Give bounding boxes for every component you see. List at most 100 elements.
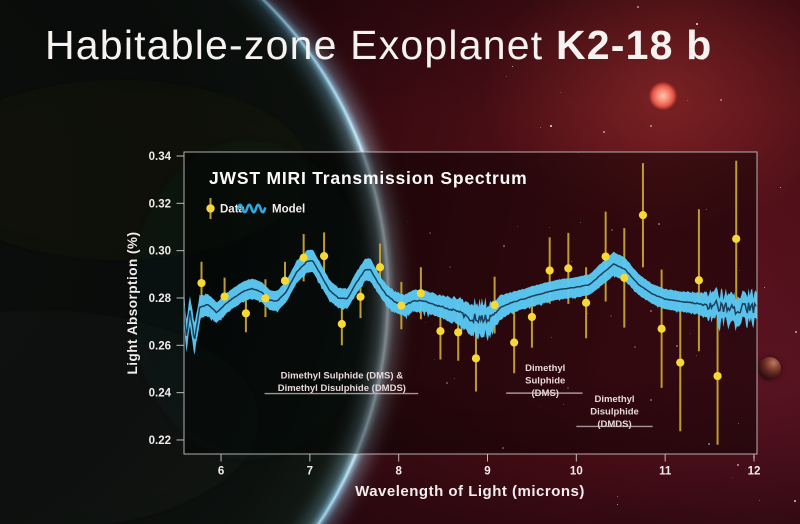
star [551,492,552,493]
annotation-text: Dimethyl Sulphide (DMS) & [281,370,404,381]
x-axis-title: Wavelength of Light (microns) [355,483,585,500]
x-tick-label: 9 [484,466,490,478]
x-tick-label: 7 [307,466,313,478]
star [610,315,612,317]
star [434,359,435,360]
data-point [657,324,666,333]
star [658,223,660,225]
star [708,443,710,445]
y-tick-label: 0.30 [149,246,171,258]
star [637,6,639,8]
star [617,504,618,505]
data-point [601,252,610,261]
data-point [416,289,425,298]
data-point [337,319,346,329]
star [502,447,504,449]
star [503,245,505,247]
star [650,310,652,312]
legend: Data Model [206,198,305,219]
star [551,337,552,338]
star [720,99,722,101]
page-title: Habitable-zone Exoplanet K2-18 b [45,22,785,69]
data-point [319,251,329,261]
data-point [375,263,385,272]
page-title-regular: Habitable-zone Exoplanet [45,22,544,68]
chart-title: JWST MIRI Transmission Spectrum [209,168,527,188]
small-planet-icon [758,357,781,380]
star [603,131,605,133]
star [738,423,739,424]
data-point [638,211,648,220]
data-point [220,292,229,301]
star [580,222,581,223]
model-band [184,249,757,355]
star [563,404,564,405]
star [454,378,455,379]
x-tick-label: 10 [570,466,583,478]
star [650,399,652,401]
annotation-text: (DMDS) [597,419,631,430]
data-point [454,328,463,337]
data-point [197,278,206,288]
red-dwarf-star-icon [649,82,677,110]
data-point [436,327,445,336]
star [429,232,431,234]
star [696,355,697,356]
data-point [261,294,270,303]
star [639,55,641,57]
y-axis-title: Light Absorption (%) [125,232,140,375]
legend-data-point-icon [206,204,215,213]
star [446,382,448,384]
page-title-bold: K2-18 b [555,22,713,68]
star [540,127,541,128]
y-tick-label: 0.26 [149,340,171,352]
data-point [527,312,537,322]
star [407,221,408,222]
star [794,500,796,502]
x-tick-label: 6 [218,466,224,478]
data-point [510,338,519,347]
star [441,492,442,493]
star [764,287,765,288]
data-point [471,354,481,363]
data-point [356,292,365,301]
star [506,76,507,77]
star [447,184,448,185]
star [517,226,518,227]
star [587,313,588,314]
y-tick-label: 0.24 [149,388,172,400]
data-point [620,273,629,282]
axis-ticks: 0.34 0.32 0.30 0.28 0.26 0.24 0.22 6 7 8 9 10 11 12 [149,151,761,478]
data-point [676,358,685,367]
data-point [490,300,499,310]
star [549,227,550,228]
star [539,406,540,407]
star [737,464,739,466]
annotation-text: Disulphide [590,407,639,418]
star [469,184,470,185]
star [425,322,426,323]
annotation-text: Dimethyl Disulphide (DMDS) [278,383,406,394]
y-tick-label: 0.32 [149,198,171,210]
x-tick-label: 11 [659,466,672,478]
star [650,125,652,127]
data-point [564,264,573,273]
x-tick-label: 8 [395,466,402,478]
legend-model-wave-icon [236,203,267,214]
star [702,58,704,60]
star [696,23,698,25]
molecule-annotations: Dimethyl Sulphide (DMS) & Dimethyl Disulp… [264,363,653,430]
star [458,182,459,183]
star [560,92,561,93]
model-center-line [184,260,757,340]
y-tick-label: 0.28 [149,293,172,305]
star [512,66,513,67]
star [706,209,707,210]
data-point [713,371,722,381]
x-tick-label: 12 [748,466,761,478]
model-uncertainty-band [184,249,757,355]
star [759,500,760,501]
star [795,331,797,333]
star [780,187,781,188]
annotation-text: Sulphide [525,376,565,387]
